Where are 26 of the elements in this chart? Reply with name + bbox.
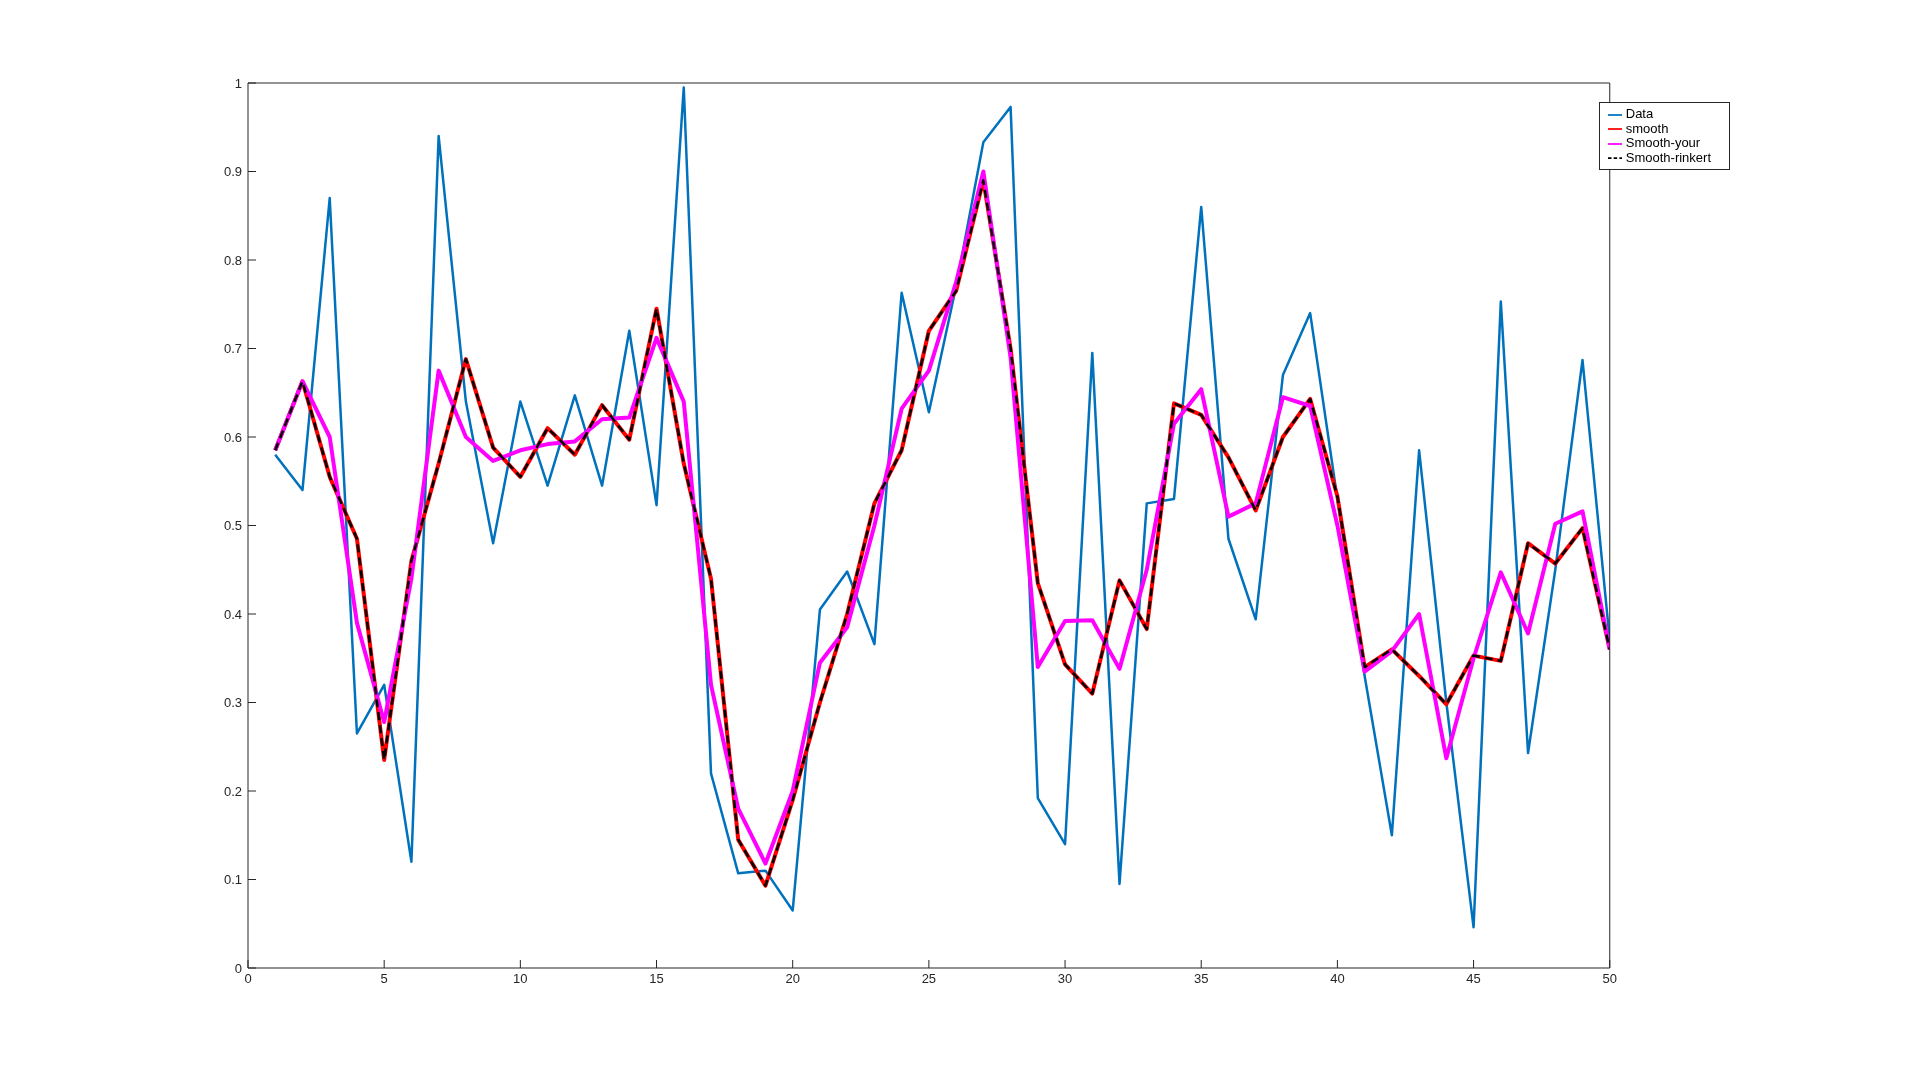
x-tick-label: 45 [1466, 971, 1481, 987]
legend-label: Smooth-your [1625, 135, 1701, 151]
y-tick-label: 0 [234, 960, 242, 976]
x-tick-label: 25 [921, 971, 937, 987]
x-tick-label: 20 [785, 971, 800, 987]
x-tick-label: 15 [649, 971, 664, 987]
y-tick-label: 0.1 [223, 872, 242, 888]
y-tick-label: 0.6 [223, 429, 242, 445]
legend-label: smooth [1625, 120, 1669, 136]
y-tick-label: 0.7 [223, 341, 242, 357]
y-tick-label: 0.8 [223, 252, 242, 268]
y-tick-label: 0.5 [223, 518, 242, 534]
x-tick-label: 50 [1602, 971, 1617, 987]
x-tick-label: 40 [1330, 971, 1345, 987]
legend-label: Data [1625, 106, 1654, 121]
y-tick-label: 1 [234, 75, 242, 91]
x-tick-label: 30 [1057, 971, 1073, 987]
x-tick-label: 5 [380, 971, 388, 987]
x-tick-label: 0 [244, 971, 252, 987]
y-tick-label: 0.3 [223, 695, 242, 711]
legend-label: Smooth-rinkert [1625, 149, 1711, 165]
y-tick-label: 0.2 [223, 783, 242, 799]
x-tick-label: 10 [513, 971, 528, 987]
y-tick-label: 0.4 [223, 606, 242, 622]
y-tick-label: 0.9 [223, 164, 242, 180]
x-tick-label: 35 [1193, 971, 1209, 987]
